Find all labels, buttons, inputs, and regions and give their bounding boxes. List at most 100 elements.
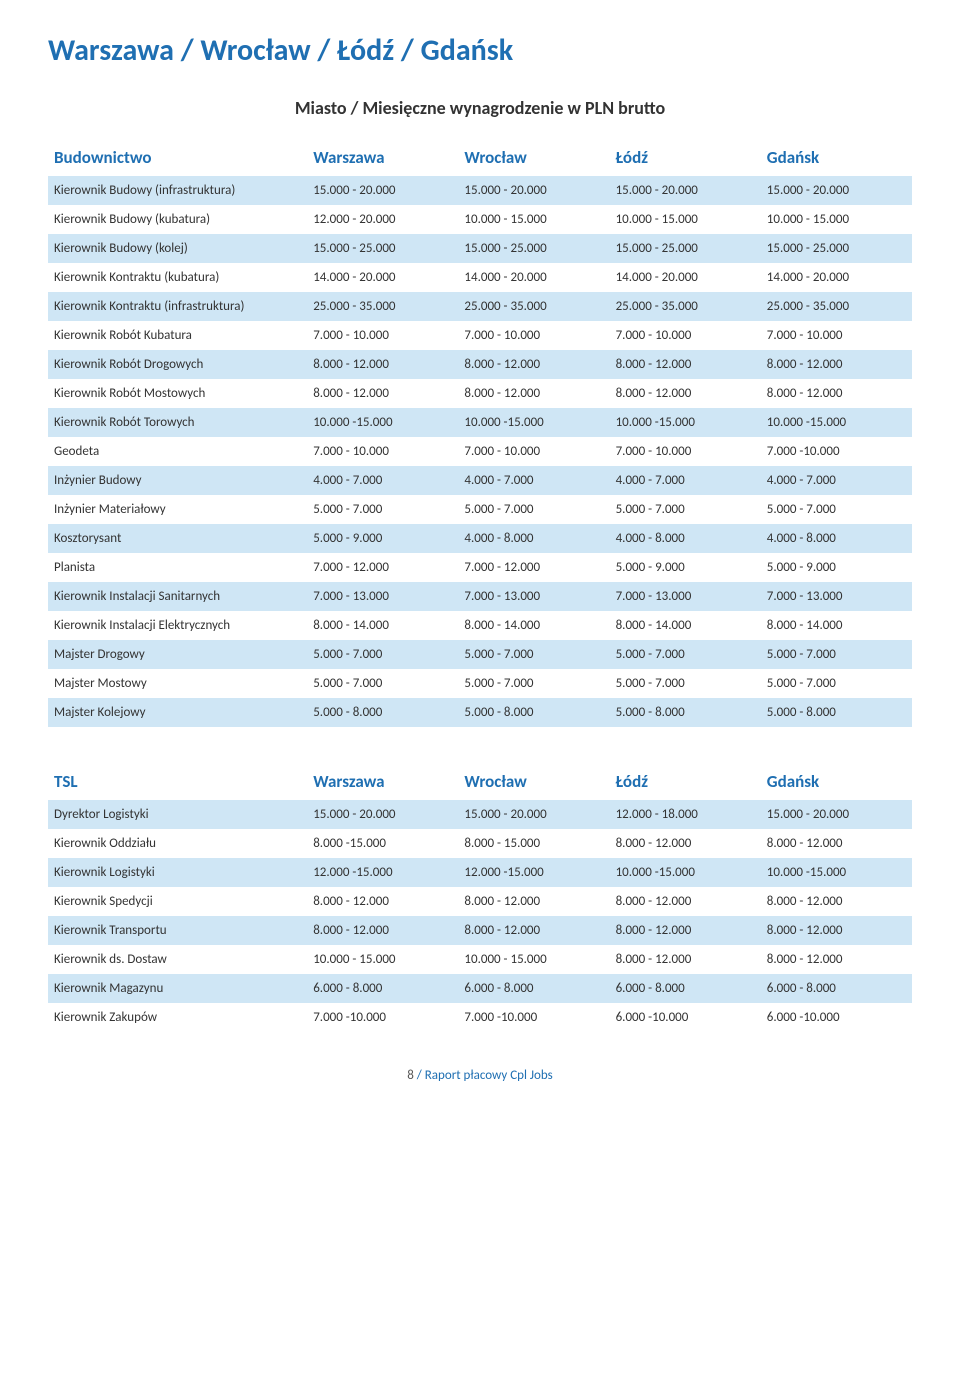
salary-cell: 15.000 - 20.000 xyxy=(307,176,458,205)
table-row: Majster Drogowy5.000 - 7.0005.000 - 7.00… xyxy=(48,640,912,669)
salary-cell: 8.000 -15.000 xyxy=(307,829,458,858)
footer-report-title: Raport płacowy Cpl Jobs xyxy=(425,1068,553,1083)
salary-cell: 15.000 - 25.000 xyxy=(307,234,458,263)
salary-cell: 4.000 - 7.000 xyxy=(761,466,912,495)
table-row: Kierownik Magazynu6.000 - 8.0006.000 - 8… xyxy=(48,974,912,1003)
salary-cell: 8.000 - 12.000 xyxy=(458,379,609,408)
city-header: Wrocław xyxy=(458,763,609,800)
salary-cell: 8.000 - 12.000 xyxy=(307,887,458,916)
role-label: Kierownik Spedycji xyxy=(48,887,307,916)
table-row: Kierownik Robót Torowych10.000 -15.00010… xyxy=(48,408,912,437)
salary-cell: 10.000 - 15.000 xyxy=(761,205,912,234)
salary-cell: 15.000 - 20.000 xyxy=(610,176,761,205)
salary-cell: 15.000 - 20.000 xyxy=(307,800,458,829)
salary-cell: 14.000 - 20.000 xyxy=(610,263,761,292)
table-row: Kierownik Instalacji Sanitarnych 7.000 - … xyxy=(48,582,912,611)
salary-cell: 15.000 - 25.000 xyxy=(610,234,761,263)
salary-cell: 5.000 - 8.000 xyxy=(458,698,609,727)
salary-cell: 5.000 - 9.000 xyxy=(307,524,458,553)
table-row: Kosztorysant5.000 - 9.0004.000 - 8.0004.… xyxy=(48,524,912,553)
salary-cell: 8.000 - 12.000 xyxy=(761,916,912,945)
salary-cell: 7.000 - 10.000 xyxy=(307,321,458,350)
salary-cell: 7.000 - 12.000 xyxy=(307,553,458,582)
role-label: Kierownik ds. Dostaw xyxy=(48,945,307,974)
salary-cell: 7.000 - 13.000 xyxy=(458,582,609,611)
section-header: TSL xyxy=(48,763,307,800)
salary-cell: 25.000 - 35.000 xyxy=(610,292,761,321)
footer-separator: / xyxy=(414,1068,425,1083)
salary-cell: 15.000 - 25.000 xyxy=(761,234,912,263)
table-row: Kierownik ds. Dostaw10.000 - 15.00010.00… xyxy=(48,945,912,974)
salary-cell: 5.000 - 9.000 xyxy=(761,553,912,582)
salary-cell: 5.000 - 7.000 xyxy=(610,495,761,524)
salary-cell: 10.000 - 15.000 xyxy=(610,205,761,234)
role-label: Kierownik Instalacji Sanitarnych xyxy=(48,582,307,611)
salary-cell: 8.000 - 14.000 xyxy=(307,611,458,640)
salary-cell: 5.000 - 7.000 xyxy=(610,640,761,669)
city-header: Gdańsk xyxy=(761,139,912,176)
salary-cell: 6.000 - 8.000 xyxy=(458,974,609,1003)
salary-cell: 10.000 - 15.000 xyxy=(307,945,458,974)
table-row: Planista7.000 - 12.0007.000 - 12.0005.00… xyxy=(48,553,912,582)
salary-cell: 6.000 -10.000 xyxy=(610,1003,761,1032)
role-label: Kierownik Magazynu xyxy=(48,974,307,1003)
city-header: Łódź xyxy=(610,139,761,176)
table-row: Majster Mostowy5.000 - 7.0005.000 - 7.00… xyxy=(48,669,912,698)
table-row: Kierownik Robót Drogowych8.000 - 12.0008… xyxy=(48,350,912,379)
table-row: Kierownik Robót Mostowych8.000 - 12.0008… xyxy=(48,379,912,408)
role-label: Dyrektor Logistyki xyxy=(48,800,307,829)
salary-cell: 5.000 - 8.000 xyxy=(761,698,912,727)
salary-cell: 25.000 - 35.000 xyxy=(458,292,609,321)
salary-cell: 7.000 - 10.000 xyxy=(610,437,761,466)
salary-cell: 15.000 - 20.000 xyxy=(761,800,912,829)
salary-cell: 7.000 -10.000 xyxy=(307,1003,458,1032)
salary-cell: 5.000 - 7.000 xyxy=(610,669,761,698)
role-label: Kierownik Robót Kubatura xyxy=(48,321,307,350)
salary-cell: 4.000 - 7.000 xyxy=(458,466,609,495)
role-label: Geodeta xyxy=(48,437,307,466)
salary-table: BudownictwoWarszawaWrocławŁódźGdańskKier… xyxy=(48,139,912,727)
salary-cell: 7.000 -10.000 xyxy=(458,1003,609,1032)
salary-cell: 8.000 - 12.000 xyxy=(610,916,761,945)
salary-cell: 5.000 - 7.000 xyxy=(458,495,609,524)
table-row: Majster Kolejowy5.000 - 8.0005.000 - 8.0… xyxy=(48,698,912,727)
subtitle: Miasto / Miesięczne wynagrodzenie w PLN … xyxy=(48,97,912,119)
table-row: Kierownik Zakupów7.000 -10.0007.000 -10.… xyxy=(48,1003,912,1032)
tables-container: BudownictwoWarszawaWrocławŁódźGdańskKier… xyxy=(48,139,912,1032)
table-row: Dyrektor Logistyki15.000 - 20.00015.000 … xyxy=(48,800,912,829)
salary-cell: 6.000 - 8.000 xyxy=(307,974,458,1003)
salary-cell: 10.000 -15.000 xyxy=(761,858,912,887)
role-label: Inżynier Budowy xyxy=(48,466,307,495)
salary-cell: 8.000 - 12.000 xyxy=(610,379,761,408)
footer-page-number: 8 xyxy=(407,1068,414,1083)
salary-cell: 7.000 - 10.000 xyxy=(761,321,912,350)
salary-cell: 8.000 - 12.000 xyxy=(610,887,761,916)
salary-cell: 8.000 - 12.000 xyxy=(761,350,912,379)
role-label: Kosztorysant xyxy=(48,524,307,553)
table-row: Inżynier Budowy 4.000 - 7.000 4.000 - 7.00… xyxy=(48,466,912,495)
salary-cell: 4.000 - 8.000 xyxy=(458,524,609,553)
salary-cell: 8.000 - 15.000 xyxy=(458,829,609,858)
table-row: Kierownik Budowy (infrastruktura)15.000 … xyxy=(48,176,912,205)
role-label: Kierownik Budowy (kolej) xyxy=(48,234,307,263)
salary-cell: 7.000 - 10.000 xyxy=(458,321,609,350)
salary-cell: 14.000 - 20.000 xyxy=(307,263,458,292)
table-row: Kierownik Spedycji8.000 - 12.0008.000 - … xyxy=(48,887,912,916)
table-row: Kierownik Budowy (kubatura)12.000 - 20.0… xyxy=(48,205,912,234)
salary-cell: 5.000 - 7.000 xyxy=(458,640,609,669)
table-row: Geodeta7.000 - 10.0007.000 - 10.0007.000… xyxy=(48,437,912,466)
salary-cell: 10.000 -15.000 xyxy=(458,408,609,437)
role-label: Kierownik Kontraktu (infrastruktura) xyxy=(48,292,307,321)
salary-cell: 15.000 - 20.000 xyxy=(458,176,609,205)
salary-cell: 7.000 - 12.000 xyxy=(458,553,609,582)
role-label: Kierownik Robót Torowych xyxy=(48,408,307,437)
salary-cell: 6.000 - 8.000 xyxy=(761,974,912,1003)
salary-cell: 12.000 - 20.000 xyxy=(307,205,458,234)
salary-cell: 8.000 - 12.000 xyxy=(761,379,912,408)
city-header: Warszawa xyxy=(307,763,458,800)
salary-cell: 5.000 - 8.000 xyxy=(610,698,761,727)
salary-cell: 5.000 - 7.000 xyxy=(761,669,912,698)
salary-cell: 12.000 - 18.000 xyxy=(610,800,761,829)
salary-cell: 7.000 -10.000 xyxy=(761,437,912,466)
table-row: Kierownik Logistyki12.000 -15.00012.000 … xyxy=(48,858,912,887)
